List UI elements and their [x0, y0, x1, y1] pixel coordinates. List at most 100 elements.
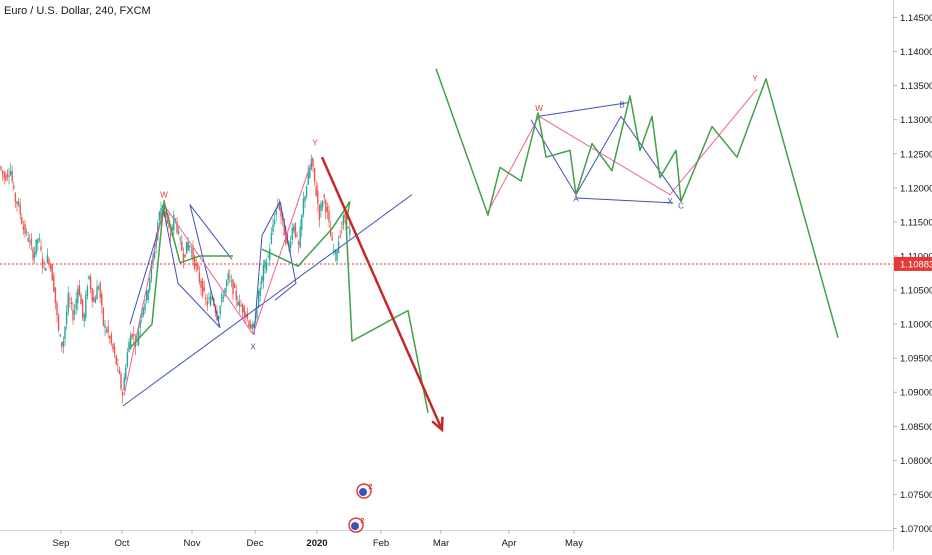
candle-body: [320, 203, 322, 212]
candle-body: [53, 275, 55, 292]
candle-body: [142, 307, 145, 315]
event-badge-count: 2: [361, 518, 365, 525]
candle-body: [203, 287, 205, 291]
candle-body: [323, 194, 325, 198]
y-tick-label: 1.13000: [900, 115, 932, 126]
candle-body: [261, 276, 263, 284]
candle-body: [57, 315, 60, 331]
y-tick-label: 1.08000: [900, 456, 932, 467]
candle-body: [174, 218, 177, 220]
y-tick-label: 1.07000: [900, 524, 932, 535]
candle-body: [238, 301, 241, 307]
candle-body: [67, 293, 69, 313]
candle-body: [201, 280, 204, 297]
event-badge-dot: [351, 522, 359, 531]
candle-body: [120, 373, 122, 389]
candle-body: [349, 229, 351, 235]
candle-body: [326, 207, 329, 212]
candle-body: [62, 340, 65, 347]
candle-body: [105, 329, 108, 333]
candle-body: [313, 167, 316, 182]
candle-body: [342, 215, 345, 226]
candle-body: [51, 264, 53, 281]
candle-body: [70, 302, 73, 304]
candle-body: [339, 235, 341, 238]
pattern-green-1: [129, 200, 233, 349]
candle-body: [89, 276, 92, 290]
candle-body: [233, 283, 236, 289]
chart-title: Euro / U.S. Dollar, 240, FXCM: [4, 5, 151, 17]
candle-body: [29, 240, 31, 242]
candle-body: [329, 228, 332, 237]
candle-body: [118, 369, 121, 374]
candle-body: [81, 299, 84, 318]
candle-body: [256, 310, 258, 319]
candle-body: [181, 241, 183, 251]
pattern-green-right: [435, 68, 839, 338]
candle-body: [310, 158, 313, 170]
candle-body: [107, 326, 109, 333]
candle-body: [94, 298, 97, 304]
candle-body: [25, 231, 28, 233]
pattern-blue-top: [538, 102, 629, 117]
y-tick-label: 1.14500: [900, 13, 932, 24]
y-tick-label: 1.14000: [900, 47, 932, 58]
y-tick-label: 1.08500: [900, 422, 932, 433]
candle-body: [336, 250, 338, 261]
candle-body: [115, 355, 117, 365]
candle-body: [121, 392, 124, 396]
candle-body: [73, 310, 76, 314]
candle-body: [48, 258, 50, 265]
candle-body: [134, 341, 137, 348]
x-tick-label: May: [565, 538, 583, 549]
candle-body: [289, 242, 292, 249]
red-arrow-head: [431, 416, 444, 433]
candle-body: [166, 219, 169, 224]
candle-body: [145, 290, 148, 301]
candle-body: [209, 295, 212, 306]
candle-body: [61, 341, 63, 348]
candle-body: [64, 326, 66, 340]
candle-body: [235, 290, 237, 301]
candle-body: [5, 175, 7, 181]
candle-body: [56, 302, 58, 315]
candle-body: [38, 238, 41, 240]
candle-body: [227, 273, 229, 281]
candle-body: [337, 241, 340, 254]
candle-body: [264, 260, 266, 268]
candle-body: [129, 335, 132, 350]
candle-body: [161, 204, 164, 209]
x-tick-label: Nov: [184, 538, 201, 549]
candle-body: [99, 282, 101, 299]
candle-body: [72, 309, 74, 321]
candle-body: [182, 253, 185, 262]
candle-body: [43, 262, 45, 264]
candle-body: [153, 250, 156, 258]
candle-body: [165, 211, 167, 219]
candle-body: [9, 170, 12, 175]
candle-body: [283, 219, 285, 236]
y-tick-label: 1.09000: [900, 388, 932, 399]
candle-body: [225, 280, 228, 287]
y-tick-label: 1.09500: [900, 354, 932, 365]
pattern-label-x: X: [250, 342, 256, 351]
y-tick-label: 1.07500: [900, 490, 932, 501]
candle-body: [86, 286, 89, 296]
candle-body: [192, 247, 194, 261]
y-tick-label: 1.10000: [900, 320, 932, 331]
candle-body: [262, 264, 265, 281]
pattern-label-y: Y: [312, 139, 318, 148]
candle-body: [93, 296, 95, 302]
pattern-label-w: W: [160, 190, 168, 199]
candle-body: [158, 212, 161, 221]
candle-body: [198, 272, 201, 283]
candle-body: [0, 166, 2, 170]
candle-body: [315, 186, 317, 196]
y-tick-label: 1.13500: [900, 81, 932, 92]
candle-body: [85, 295, 87, 319]
candle-body: [333, 249, 335, 251]
candle-body: [136, 337, 138, 339]
pattern-label-right-y: Y: [752, 74, 758, 83]
candle-body: [334, 250, 337, 254]
candle-body: [16, 201, 18, 205]
